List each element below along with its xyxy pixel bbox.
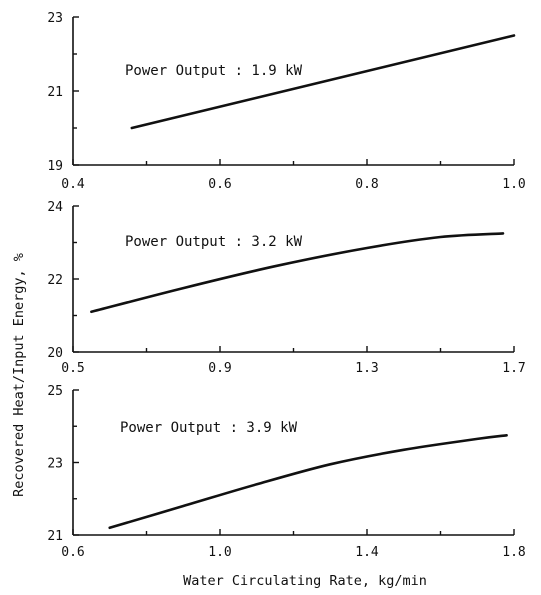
power-output-annotation: Power Output : 3.9 kW [120,420,298,436]
data-line-series-1 [130,34,516,130]
y-tick-label: 20 [47,346,63,361]
x-tick-label: 0.4 [61,177,85,192]
data-line-series-1 [108,434,508,530]
x-tick-label: 1.4 [355,545,379,560]
y-tick-label: 22 [47,273,63,288]
x-tick-label: 1.3 [355,361,378,376]
data-line-series-1 [90,232,505,314]
y-tick-label: 21 [47,85,63,100]
x-axis-title: Water Circulating Rate, kg/min [183,573,427,589]
x-tick-label: 1.0 [208,545,231,560]
chart-panel-1: 19 21 23 0.4 0.6 0.8 1.0 Power Output : 1.9 kW [47,11,525,192]
y-tick-label: 23 [47,457,63,472]
x-tick-label: 0.9 [208,361,231,376]
y-tick-label: 24 [47,200,63,215]
y-tick-label: 19 [47,159,63,174]
y-axis-title: Recovered Heat/Input Energy, % [11,253,27,497]
x-tick-label: 0.6 [61,545,84,560]
x-tick-label: 1.8 [502,545,525,560]
chart-panel-2: 20 22 24 0.5 0.9 1.3 1.7 Power Output : 3.2 kW [47,200,525,376]
chart-panel-3: 21 23 25 0.6 1.0 1.4 1.8 Power Output : 3.9 kW [47,384,525,560]
y-tick-label: 25 [47,384,63,399]
x-tick-label: 1.0 [502,177,525,192]
x-tick-label: 0.8 [355,177,378,192]
x-tick-label: 1.7 [502,361,525,376]
x-tick-label: 0.6 [208,177,231,192]
panels: 19 21 23 0.4 0.6 0.8 1.0 Power Output : 1.9 kW 2… [47,11,525,560]
y-tick-label: 21 [47,529,63,544]
power-output-annotation: Power Output : 3.2 kW [125,234,303,250]
y-tick-label: 23 [47,11,63,26]
power-output-annotation: Power Output : 1.9 kW [125,63,303,79]
x-tick-label: 0.5 [61,361,84,376]
